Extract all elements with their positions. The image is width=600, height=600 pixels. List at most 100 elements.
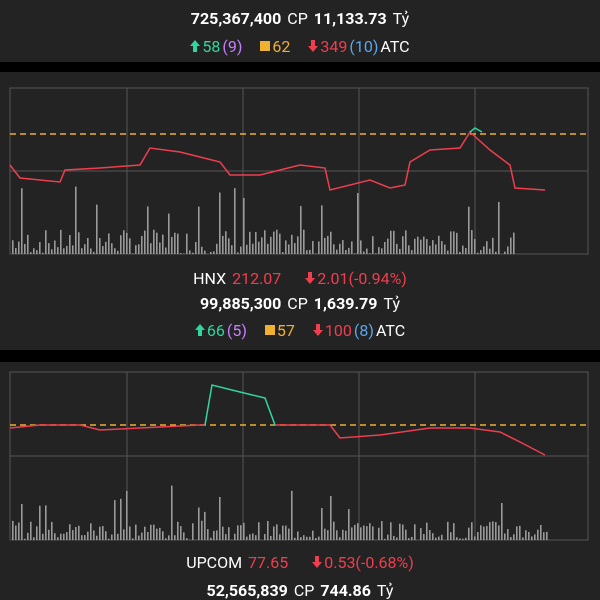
volume-bar: [321, 508, 323, 540]
index-change: 0.53(-0.68%): [324, 552, 414, 572]
volume-bar: [231, 245, 233, 254]
value-unit: Tỷ: [383, 293, 401, 313]
volume-bar: [222, 526, 224, 540]
volume-bar: [156, 232, 158, 254]
volume-bar: [54, 240, 56, 254]
volume-bars: [12, 485, 548, 540]
volume-bar: [234, 533, 236, 540]
volume-bar: [312, 241, 314, 254]
volume-bar: [513, 534, 515, 540]
volume-bar: [93, 251, 95, 254]
upcom-panel: [0, 362, 600, 600]
volume-bar: [474, 238, 476, 254]
volume-bar: [240, 525, 242, 540]
volume-bar: [339, 537, 341, 540]
floor: (10): [349, 36, 379, 56]
volume-bar: [111, 243, 113, 254]
volume-bar: [453, 231, 455, 254]
volume-bar: [102, 246, 104, 254]
volume-bar: [87, 531, 89, 540]
volume-bar: [510, 237, 512, 254]
volume-bar: [75, 186, 77, 254]
volume-bar: [546, 531, 548, 540]
volume-bar: [414, 524, 416, 540]
volume-bar: [69, 524, 71, 540]
volume-bar: [489, 248, 491, 254]
ceiling: (9): [222, 36, 243, 56]
volume-bar: [60, 533, 62, 540]
volume-bar: [441, 241, 443, 254]
volume-bar: [171, 236, 173, 254]
hnx-summary: 99,885,300 CP 1,639.79 Tỷ: [0, 291, 600, 315]
volume-bar: [123, 529, 125, 540]
index-name: UPCOM: [186, 552, 243, 572]
volume-bar: [324, 528, 326, 540]
volume-bar: [459, 251, 461, 254]
volume-bar: [390, 230, 392, 254]
volume-bar: [168, 535, 170, 540]
volume-bars: [12, 186, 518, 254]
volume-bar: [318, 241, 320, 254]
volume-bar: [471, 522, 473, 540]
volume-bar: [300, 206, 302, 254]
volume-bar: [378, 527, 380, 540]
hnx-breadth: 66 (5) 57 100 (8) ATC: [0, 318, 600, 342]
volume-bar: [402, 524, 404, 540]
volume-bar: [279, 534, 281, 540]
volume-bar: [255, 231, 257, 254]
volume-bar: [249, 231, 251, 254]
volume-bar: [519, 525, 521, 540]
volume-bar: [420, 528, 422, 540]
volume-bar: [171, 485, 173, 540]
volume-bar: [333, 521, 335, 540]
volume-bar: [90, 248, 92, 254]
volume-bar: [156, 528, 158, 540]
volume-bar: [465, 537, 467, 540]
volume-bar: [246, 244, 248, 254]
volume-bar: [330, 231, 332, 254]
volume-bar: [165, 247, 167, 254]
volume-bar: [405, 529, 407, 540]
value-unit: Tỷ: [376, 580, 394, 600]
volume-bar: [21, 188, 23, 254]
volume-bar: [504, 251, 506, 254]
volume-bar: [18, 241, 20, 254]
volume-bar: [237, 525, 239, 540]
volume-bar: [228, 527, 230, 540]
volume-bar: [93, 530, 95, 540]
volume-bar: [495, 522, 497, 540]
volume-bar: [363, 525, 365, 540]
volume-bar: [483, 246, 485, 254]
volume-bar: [201, 520, 203, 540]
volume-bar: [144, 230, 146, 254]
volume-bar: [132, 538, 134, 540]
volume-bar: [459, 538, 461, 540]
volume-bar: [474, 536, 476, 540]
down-arrow: [308, 40, 319, 52]
volume-bar: [150, 243, 152, 254]
volume-bar: [453, 523, 455, 540]
volume-bar: [429, 245, 431, 254]
volume-bar: [501, 503, 503, 540]
volume-bar: [126, 490, 128, 540]
volume-bar: [288, 244, 290, 254]
volume-bar: [120, 235, 122, 254]
volume-bar: [147, 532, 149, 540]
volume-bar: [327, 235, 329, 254]
upcom-header: UPCOM 77.65 0.53(-0.68%): [0, 550, 600, 574]
volume-bar: [228, 238, 230, 254]
volume-bar: [303, 535, 305, 540]
volume-bar: [57, 247, 59, 254]
volume-bar: [225, 231, 227, 254]
volume-bar: [522, 537, 524, 540]
volume-bar: [432, 240, 434, 254]
volume-bar: [447, 521, 449, 540]
volume-bar: [141, 532, 143, 540]
volume-bar: [327, 530, 329, 540]
volume-bar: [372, 526, 374, 540]
volume-bar: [198, 507, 200, 540]
volume-bar: [195, 242, 197, 254]
volume-bar: [135, 245, 137, 254]
volume-bar: [69, 235, 71, 254]
volume-bar: [15, 248, 17, 254]
